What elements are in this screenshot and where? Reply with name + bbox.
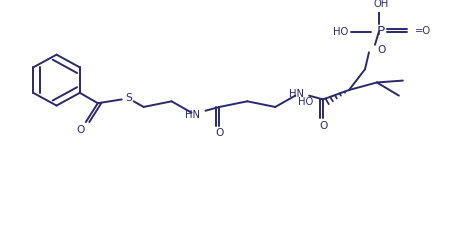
Text: O: O xyxy=(319,121,327,131)
Text: O: O xyxy=(215,128,224,138)
Text: HO: HO xyxy=(298,97,313,107)
Text: O: O xyxy=(76,125,85,135)
Text: HN: HN xyxy=(289,89,304,99)
Text: S: S xyxy=(125,92,132,103)
Text: P: P xyxy=(377,25,385,38)
Text: OH: OH xyxy=(373,0,389,9)
Text: O: O xyxy=(377,45,385,55)
Text: =O: =O xyxy=(415,26,431,36)
Text: HN: HN xyxy=(185,110,200,119)
Text: HO: HO xyxy=(333,27,348,36)
